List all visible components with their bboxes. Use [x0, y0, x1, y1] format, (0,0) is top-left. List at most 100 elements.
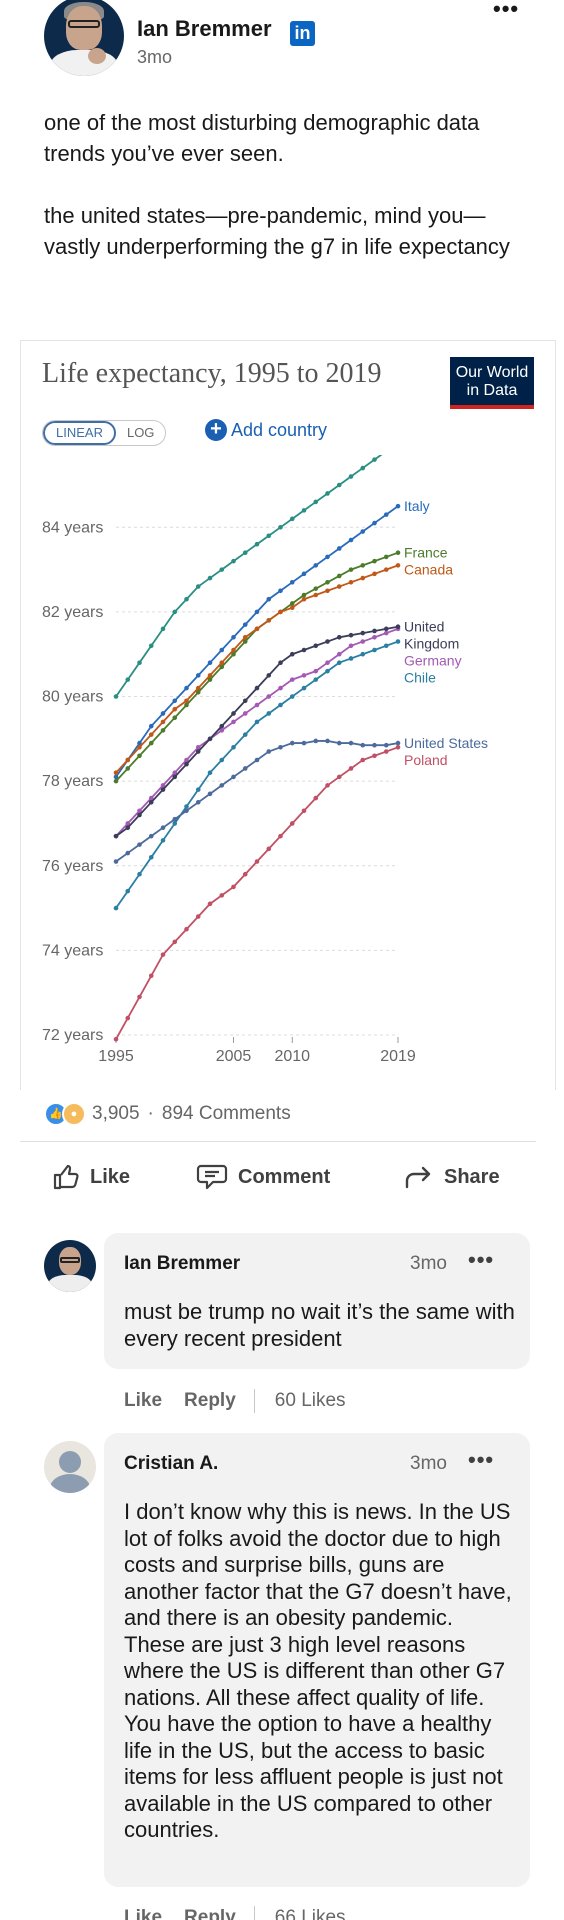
- legend-label: Italy: [404, 498, 430, 514]
- data-point: [289, 605, 295, 610]
- data-point: [195, 584, 201, 589]
- chart-title: Life expectancy, 1995 to 2019: [42, 358, 382, 389]
- data-point: [219, 567, 225, 572]
- data-point: [266, 846, 272, 852]
- data-point: [278, 588, 283, 594]
- data-point: [336, 651, 342, 657]
- comment-avatar[interactable]: [44, 1441, 96, 1493]
- data-point: [195, 749, 201, 754]
- data-point: [383, 742, 389, 748]
- data-point: [148, 740, 154, 746]
- data-point: [301, 740, 307, 746]
- owid-logo-line-2: in Data: [466, 382, 518, 399]
- share-button[interactable]: Share: [404, 1160, 500, 1194]
- data-point: [372, 558, 377, 564]
- data-point: [242, 711, 248, 716]
- comment-reply-button[interactable]: Reply: [184, 1390, 236, 1411]
- data-point: [289, 740, 295, 746]
- comment-bubble: Ian Bremmer 3mo ••• must be trump no wai…: [104, 1233, 530, 1369]
- more-options-icon[interactable]: •••: [493, 0, 520, 21]
- data-point: [195, 800, 201, 805]
- x-tick-label: 2010: [274, 1048, 310, 1065]
- owid-logo: Our World in Data: [450, 357, 534, 409]
- comment-like-button[interactable]: Like: [124, 1907, 163, 1920]
- data-point: [113, 778, 119, 784]
- insightful-reaction-icon: ●: [62, 1102, 86, 1126]
- post-text-paragraph-2: the united states—pre-pandemic, mind you…: [44, 203, 510, 259]
- data-point: [125, 766, 131, 771]
- comment-button[interactable]: Comment: [196, 1160, 330, 1194]
- data-point: [172, 609, 178, 615]
- data-point: [231, 884, 236, 890]
- data-point: [113, 770, 119, 775]
- add-country-button[interactable]: + Add country: [205, 419, 327, 441]
- like-button[interactable]: Like: [52, 1160, 130, 1194]
- author-avatar[interactable]: [44, 0, 124, 76]
- y-tick-label: 82 years: [42, 604, 103, 621]
- data-point: [313, 586, 319, 591]
- post-header: Ian Bremmer in 3mo •••: [0, 0, 564, 90]
- data-point: [148, 800, 154, 805]
- data-point: [254, 541, 260, 547]
- data-point: [184, 596, 189, 602]
- comment-reply-button[interactable]: Reply: [184, 1907, 236, 1920]
- comment-icon: [196, 1164, 228, 1190]
- series-united-states: [113, 738, 401, 864]
- data-point: [254, 719, 260, 725]
- data-point: [160, 825, 166, 830]
- data-point: [372, 571, 377, 577]
- data-point: [219, 660, 225, 665]
- data-point: [278, 702, 283, 708]
- data-point: [336, 660, 342, 665]
- thumbs-up-icon: [53, 1164, 79, 1190]
- x-tick-label: 1995: [98, 1048, 134, 1065]
- data-point: [266, 749, 272, 754]
- data-point: [219, 728, 225, 733]
- comment-likes-count[interactable]: 60 Likes: [274, 1390, 346, 1411]
- data-point: [172, 706, 178, 712]
- data-point: [301, 596, 307, 602]
- chart-image-frame[interactable]: [20, 340, 556, 1090]
- chart-legend: JapanItalyFranceCanadaUnitedKingdomGerma…: [404, 498, 488, 768]
- owid-logo-line-1: Our World: [455, 364, 529, 381]
- data-point: [301, 592, 307, 598]
- data-point: [266, 533, 272, 539]
- data-point: [313, 563, 319, 568]
- legend-label: United States: [404, 735, 488, 751]
- data-point: [231, 745, 236, 750]
- data-point: [348, 632, 354, 638]
- chart-axes: 72 years 74 years 76 years 78 years 80 years…: [42, 519, 416, 1065]
- data-point: [242, 766, 248, 771]
- data-point: [254, 757, 260, 763]
- comment-more-icon[interactable]: •••: [468, 1447, 495, 1472]
- data-point: [219, 723, 225, 729]
- comment-more-icon[interactable]: •••: [468, 1247, 495, 1272]
- scale-log-button[interactable]: LOG: [126, 425, 155, 440]
- data-point: [313, 677, 319, 682]
- reactions-summary[interactable]: 👍 ● 3,905 · 894 Comments: [44, 1100, 291, 1128]
- data-point: [219, 783, 225, 788]
- comment-avatar[interactable]: [44, 1240, 96, 1292]
- data-point: [160, 787, 166, 792]
- data-point: [254, 702, 260, 708]
- data-point: [289, 516, 295, 522]
- data-point: [160, 838, 166, 843]
- legend-label: Germany: [404, 653, 462, 669]
- legend-text: Poland: [404, 752, 448, 768]
- comment-author[interactable]: Cristian A.: [124, 1453, 219, 1474]
- data-point: [113, 859, 119, 864]
- comment-like-button[interactable]: Like: [124, 1390, 163, 1411]
- data-point: [172, 939, 178, 945]
- data-point: [160, 626, 166, 632]
- data-point: [113, 833, 119, 839]
- data-point: [301, 571, 307, 577]
- divider: [253, 1906, 255, 1920]
- comments-count[interactable]: 894 Comments: [161, 1103, 291, 1124]
- comment-author[interactable]: Ian Bremmer: [124, 1253, 241, 1274]
- data-point: [113, 905, 119, 911]
- series-line: [115, 625, 399, 837]
- scale-linear-button[interactable]: LINEAR: [43, 421, 116, 445]
- author-name[interactable]: Ian Bremmer: [137, 16, 272, 41]
- series-canada: [113, 563, 401, 775]
- comment-likes-count[interactable]: 66 Likes: [274, 1907, 346, 1920]
